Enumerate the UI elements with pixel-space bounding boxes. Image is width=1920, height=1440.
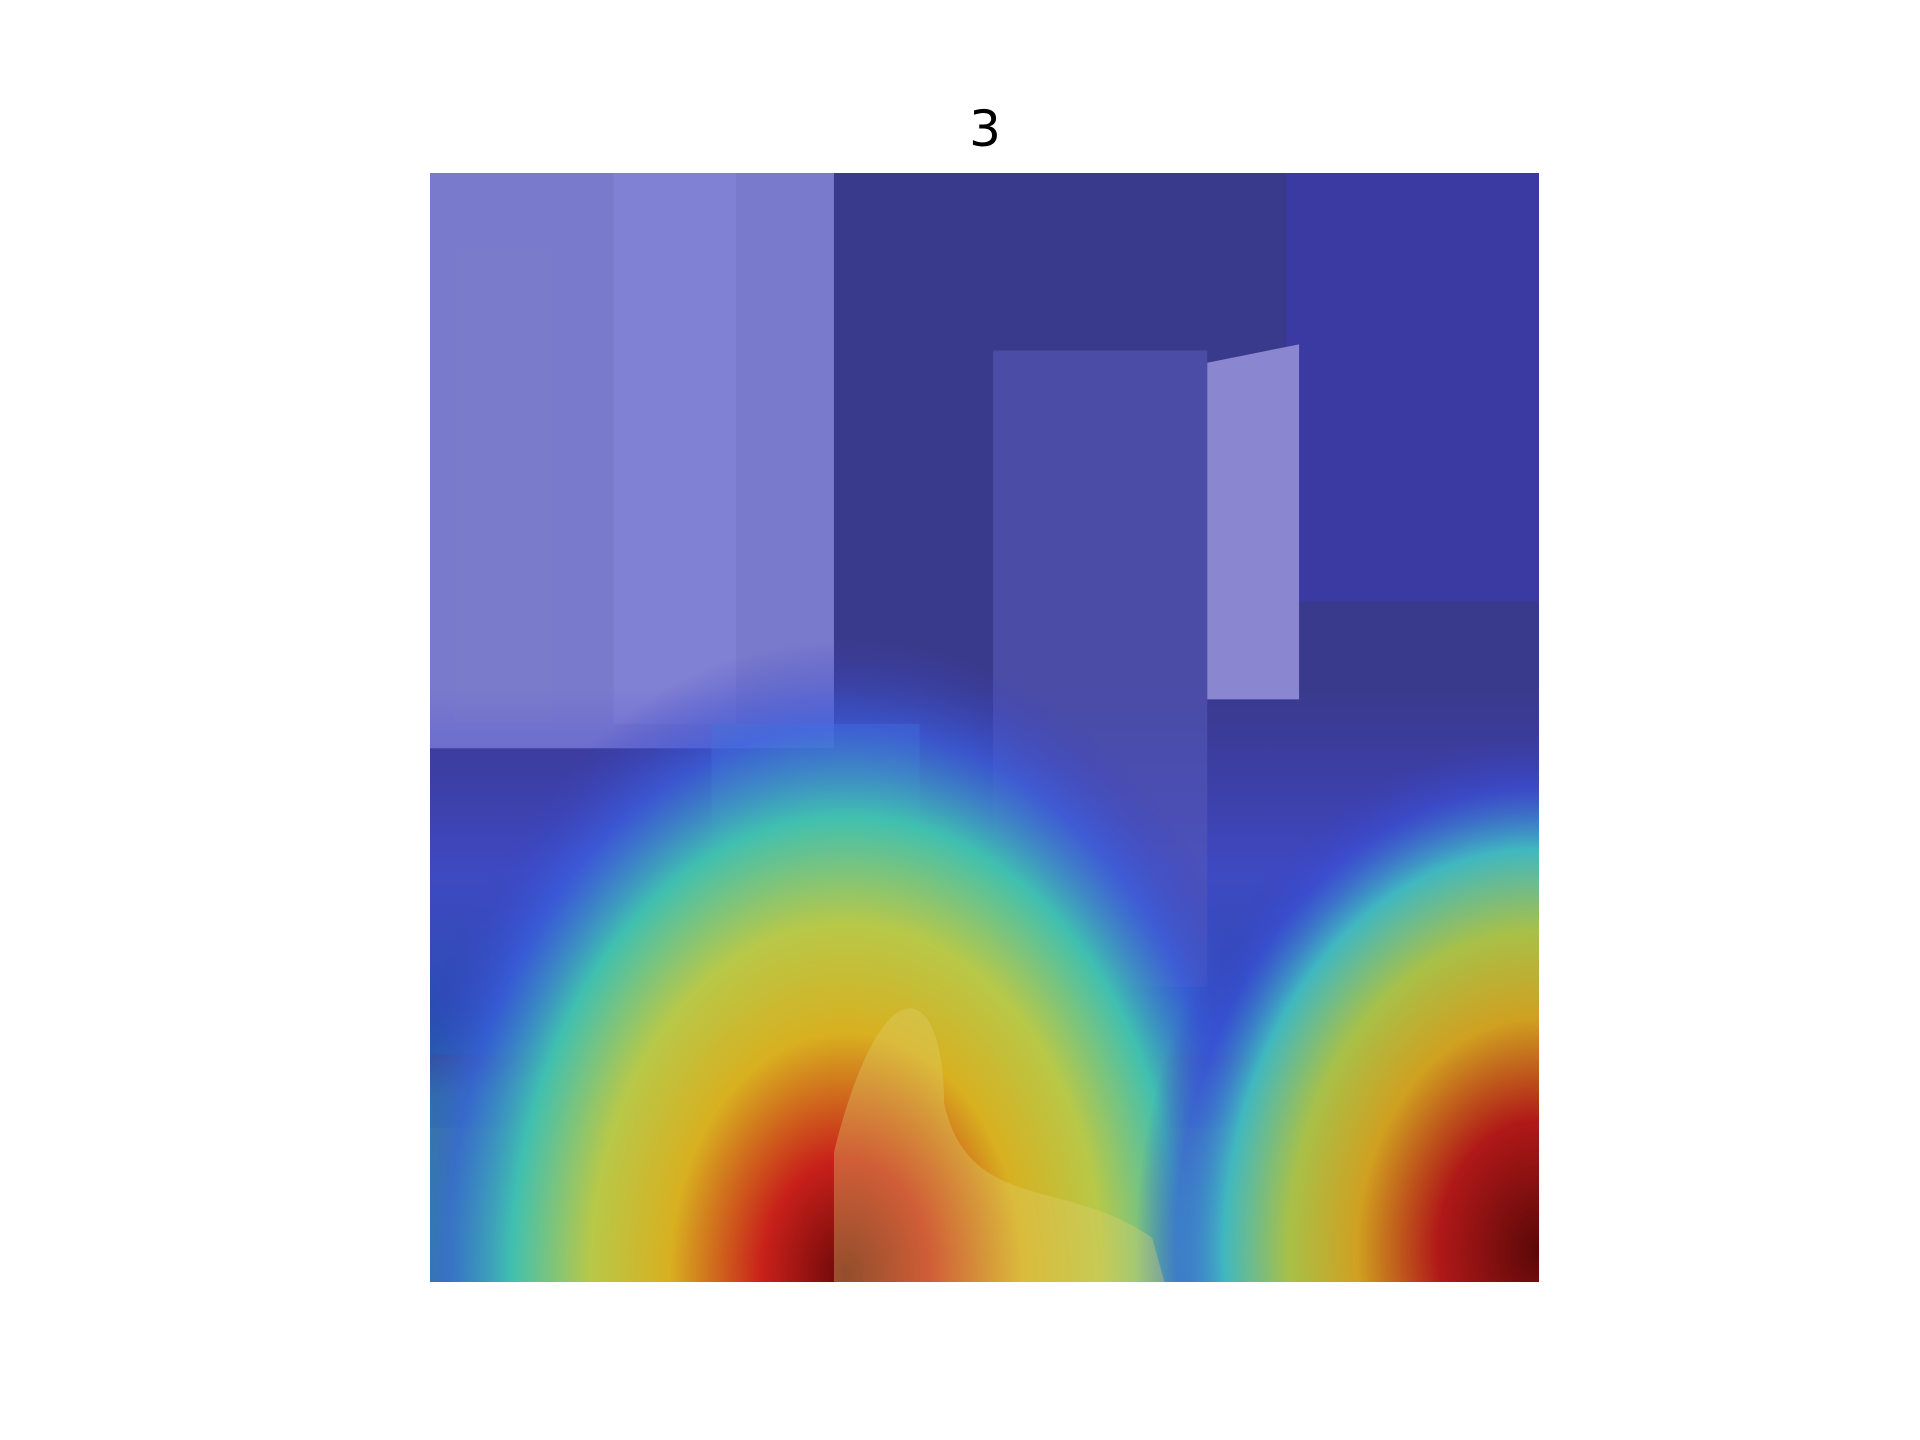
image-region [1286,173,1539,602]
image-region [430,638,1312,1282]
image-region [833,1008,1165,1282]
heatmap-image [430,173,1539,1282]
image-region [1135,736,1539,1282]
figure-title: 3 [969,100,1001,158]
image-region [613,173,737,724]
image-region [1207,344,1300,700]
image-region [454,246,553,724]
